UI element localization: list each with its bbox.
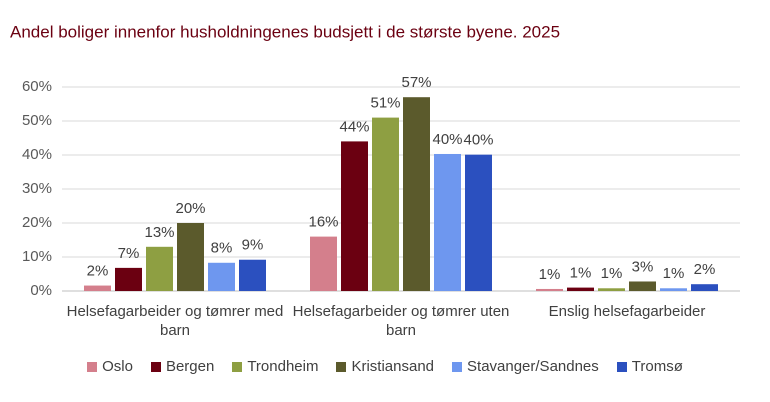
- bar: [434, 153, 461, 291]
- legend-label: Bergen: [165, 358, 215, 375]
- x-tick-label: Enslig helsefagarbeider: [548, 303, 706, 320]
- legend-swatch: [616, 361, 627, 372]
- data-label: 2%: [87, 263, 109, 280]
- y-tick-label: 30%: [22, 180, 52, 197]
- bar: [465, 154, 492, 291]
- bar: [567, 287, 594, 291]
- y-tick-label: 10%: [22, 248, 52, 265]
- x-tick-label: Helsefagarbeider og tømrer uten barn: [292, 303, 510, 339]
- legend-swatch: [452, 361, 463, 372]
- data-label: 3%: [632, 258, 654, 275]
- bar: [629, 281, 656, 291]
- legend-item: Stavanger/Sandnes: [452, 358, 599, 375]
- data-label: 1%: [539, 266, 561, 283]
- legend-swatch: [87, 361, 98, 372]
- data-label: 1%: [601, 265, 623, 282]
- bar: [115, 267, 142, 291]
- data-label: 7%: [118, 245, 140, 262]
- legend-item: Tromsø: [616, 358, 683, 375]
- legend-label: Trondheim: [247, 358, 319, 375]
- chart-title: Andel boliger innenfor husholdningenes b…: [10, 22, 560, 41]
- bar: [177, 223, 204, 291]
- legend-item: Kristiansand: [336, 358, 434, 375]
- y-tick-label: 20%: [22, 214, 52, 231]
- legend-label: Oslo: [102, 358, 133, 375]
- data-label: 16%: [308, 214, 338, 231]
- y-tick-label: 50%: [22, 112, 52, 129]
- y-tick-label: 0%: [30, 282, 52, 299]
- data-label: 40%: [432, 131, 462, 148]
- bar: [310, 236, 337, 291]
- x-tick-label: Helsefagarbeider og tømrer med barn: [66, 303, 284, 339]
- legend-item: Bergen: [150, 358, 215, 375]
- legend-item: Trondheim: [232, 358, 318, 375]
- data-label: 51%: [370, 95, 400, 112]
- data-label: 57%: [401, 74, 431, 91]
- bar: [691, 284, 718, 291]
- bar: [598, 288, 625, 291]
- legend-label: Kristiansand: [351, 358, 435, 375]
- bar: [403, 97, 430, 291]
- data-label: 2%: [694, 261, 716, 278]
- data-label: 9%: [242, 237, 264, 254]
- legend-swatch: [150, 361, 161, 372]
- bar: [536, 288, 563, 291]
- bar: [84, 285, 111, 291]
- legend-swatch: [232, 361, 243, 372]
- y-tick-label: 60%: [22, 78, 52, 95]
- legend-item: Oslo: [87, 358, 133, 375]
- data-label: 44%: [339, 118, 369, 135]
- data-label: 1%: [570, 265, 592, 282]
- bar: [146, 246, 173, 291]
- data-label: 1%: [663, 265, 685, 282]
- bar: [372, 117, 399, 291]
- data-label: 40%: [463, 132, 493, 149]
- legend-swatch: [336, 361, 347, 372]
- legend-label: Tromsø: [631, 358, 683, 375]
- y-tick-label: 40%: [22, 146, 52, 163]
- legend-label: Stavanger/Sandnes: [467, 358, 599, 375]
- bar: [341, 141, 368, 291]
- bar: [208, 262, 235, 291]
- data-label: 8%: [211, 240, 233, 257]
- legend: Oslo Bergen Trondheim Kristiansand Stavanger…: [0, 358, 770, 375]
- data-label: 20%: [175, 200, 205, 217]
- bar: [239, 259, 266, 291]
- bar: [660, 288, 687, 291]
- data-label: 13%: [144, 224, 174, 241]
